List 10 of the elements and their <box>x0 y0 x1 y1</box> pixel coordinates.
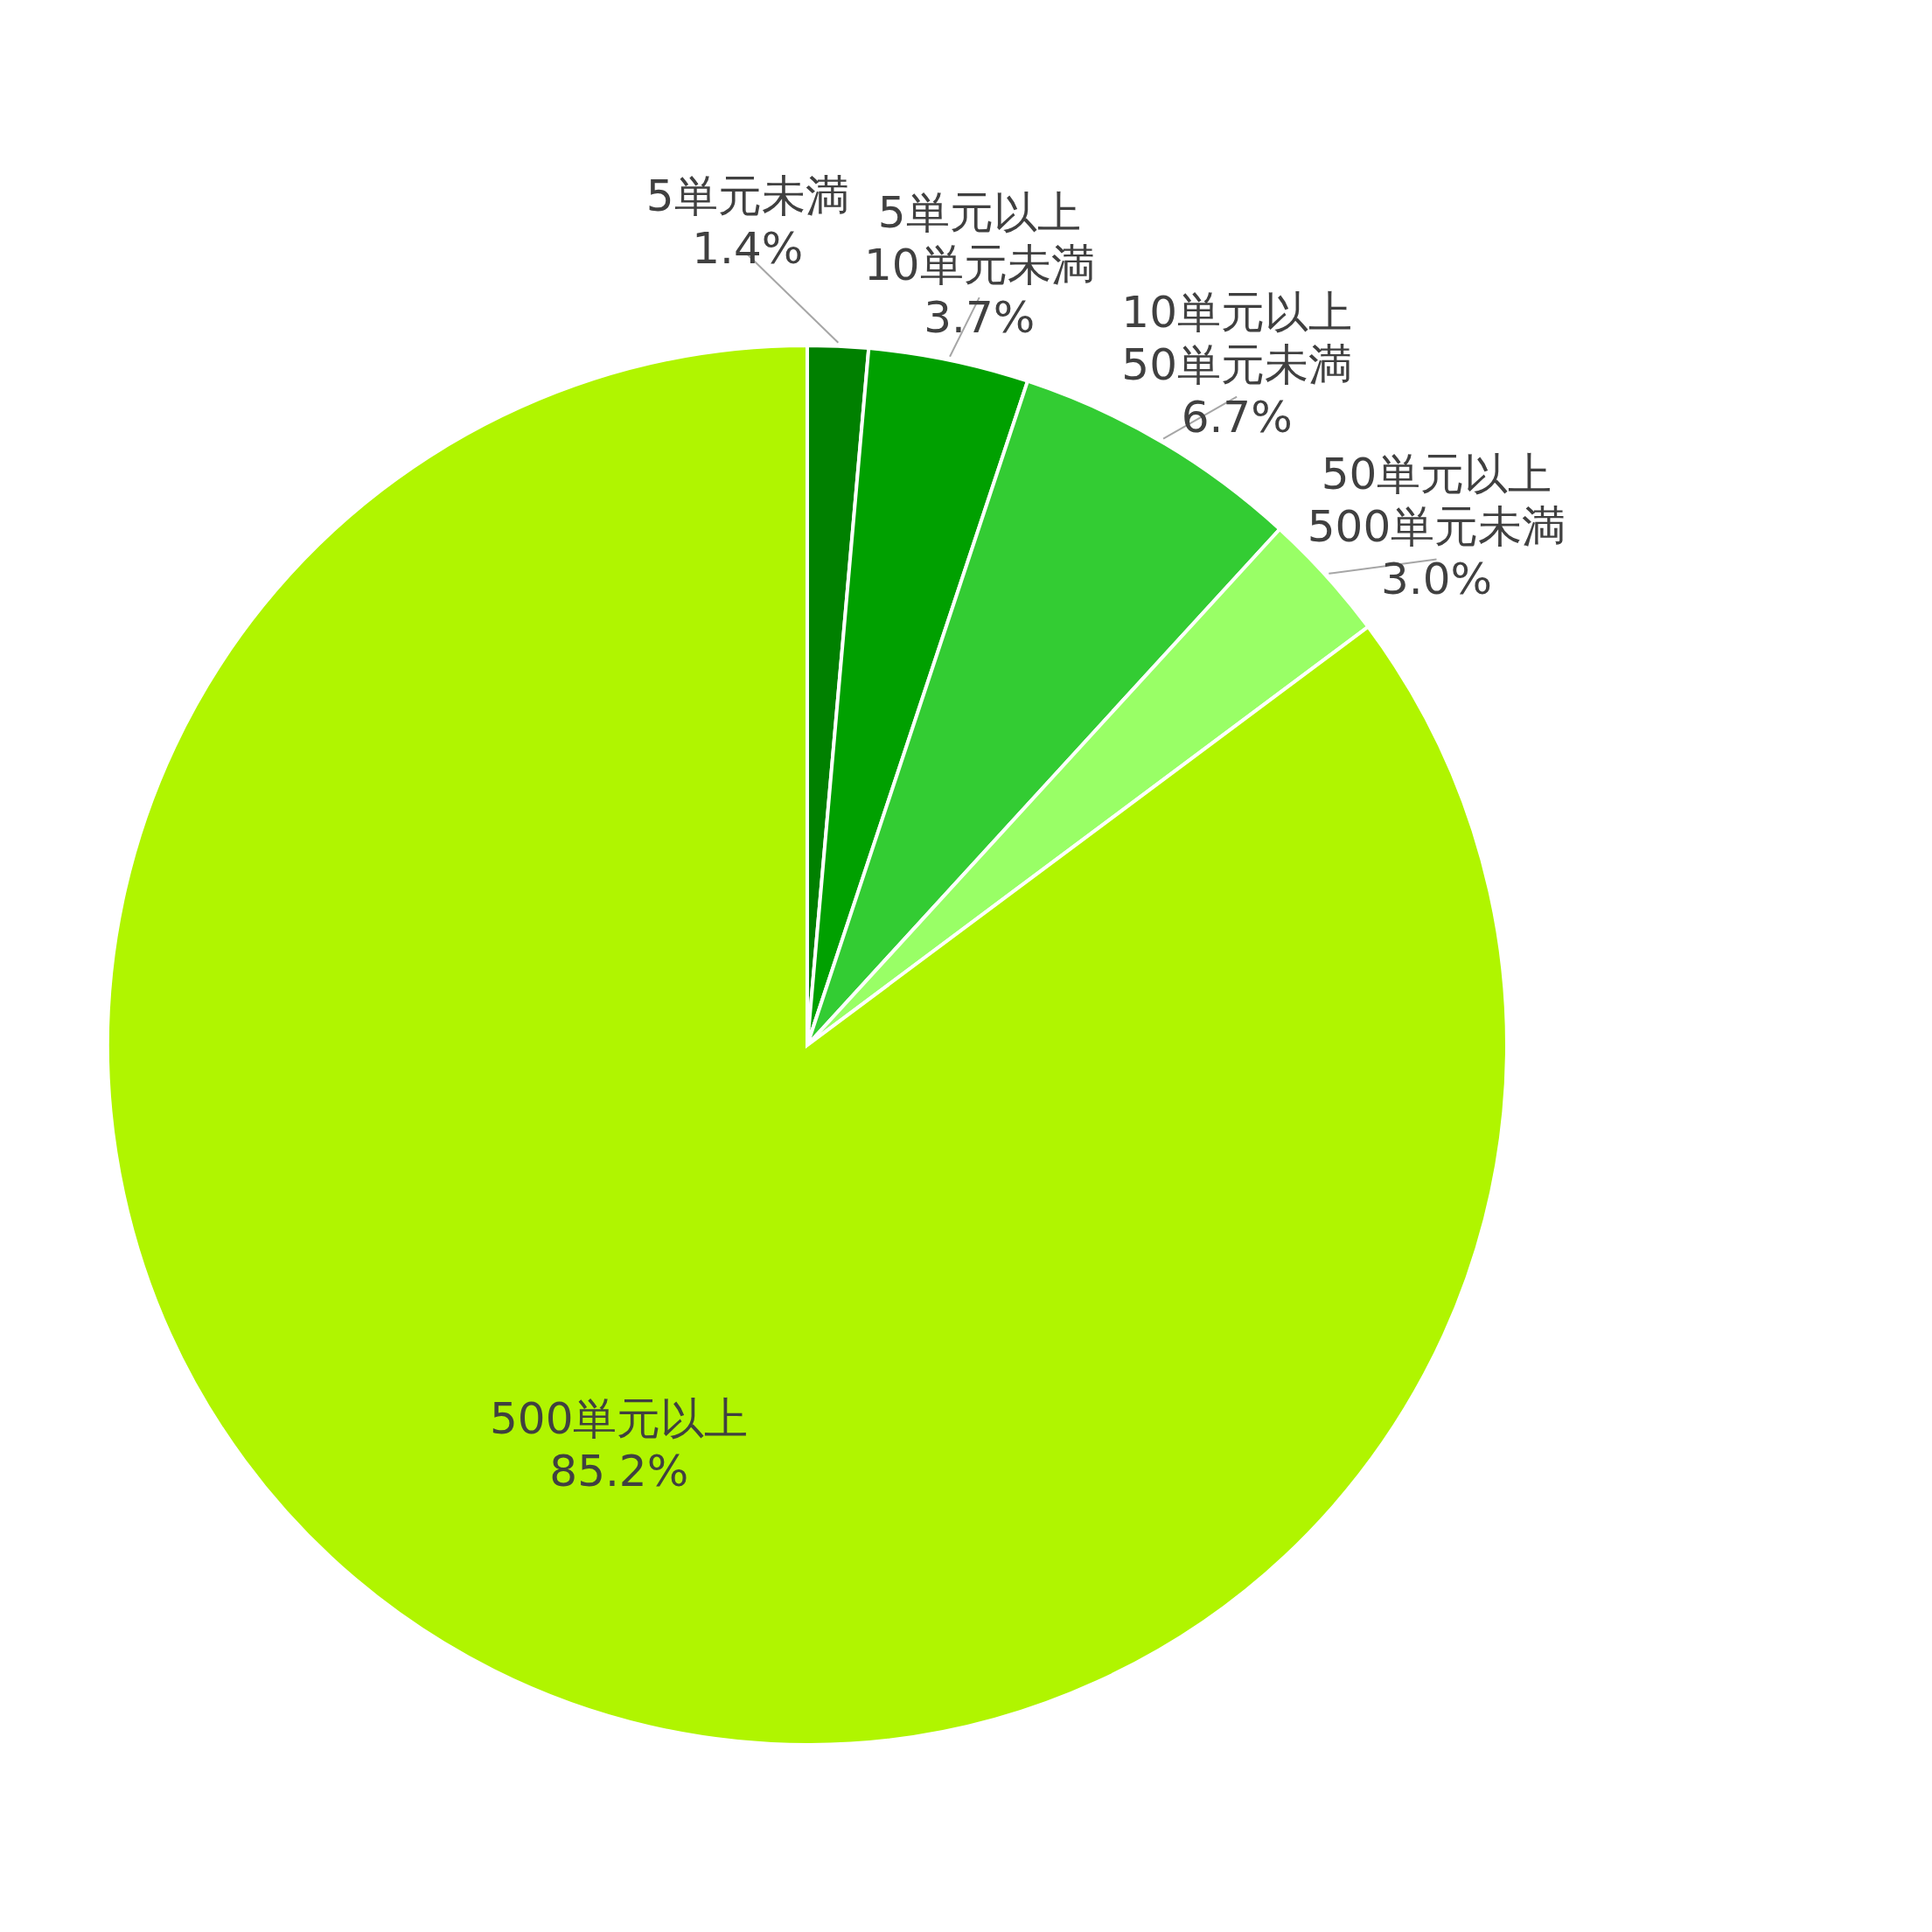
slice-label: 5単元未満 <box>645 170 849 221</box>
slice-label: 5単元以上 10単元未満 <box>863 187 1095 291</box>
data-label: 85.2% <box>549 1446 689 1497</box>
data-label: 3.0% <box>1380 554 1493 605</box>
slice-label: 10単元以上 50単元未満 <box>1121 286 1352 390</box>
data-label: 3.7% <box>924 292 1036 344</box>
data-label: 1.4% <box>692 222 804 274</box>
slice-label: 500単元以上 <box>490 1393 749 1445</box>
data-label: 6.7% <box>1181 391 1293 443</box>
slice-label: 50単元以上 500単元未満 <box>1307 449 1566 553</box>
